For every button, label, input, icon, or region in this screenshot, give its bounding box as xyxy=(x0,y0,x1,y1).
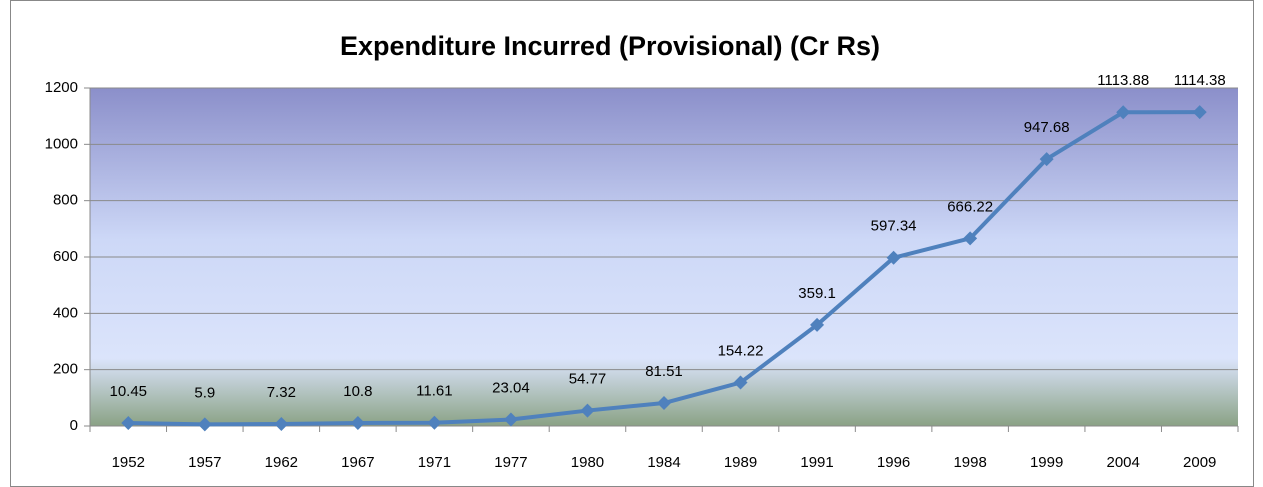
data-label: 597.34 xyxy=(871,218,917,235)
data-label: 54.77 xyxy=(569,371,607,388)
marker xyxy=(1192,105,1207,120)
data-label: 666.22 xyxy=(947,198,993,215)
x-tick-label: 1991 xyxy=(800,454,833,471)
x-tick-label: 2009 xyxy=(1183,454,1216,471)
data-label: 947.68 xyxy=(1024,119,1070,136)
data-label: 359.1 xyxy=(798,285,836,302)
x-tick-label: 2004 xyxy=(1107,454,1140,471)
y-tick-label: 800 xyxy=(53,192,78,209)
marker xyxy=(580,403,595,418)
chart-title: Expenditure Incurred (Provisional) (Cr R… xyxy=(340,31,880,61)
marker xyxy=(886,250,901,265)
marker xyxy=(197,417,212,432)
data-label: 1113.88 xyxy=(1097,72,1149,89)
x-tick-label: 1989 xyxy=(724,454,757,471)
marker xyxy=(274,416,289,431)
data-label: 81.51 xyxy=(645,363,683,380)
y-tick-label: 200 xyxy=(53,361,78,378)
marker xyxy=(121,416,136,431)
marker xyxy=(810,317,825,332)
data-label: 1114.38 xyxy=(1174,72,1226,89)
x-tick-label: 1967 xyxy=(341,454,374,471)
marker xyxy=(427,415,442,430)
x-tick-label: 1984 xyxy=(647,454,680,471)
y-tick-label: 600 xyxy=(53,248,78,265)
y-tick-label: 1200 xyxy=(45,79,78,96)
x-tick-label: 1962 xyxy=(265,454,298,471)
y-tick-label: 400 xyxy=(53,304,78,321)
data-label: 5.9 xyxy=(194,384,215,401)
x-tick-label: 1957 xyxy=(188,454,221,471)
x-tick-label: 1952 xyxy=(112,454,145,471)
data-label: 154.22 xyxy=(718,343,764,360)
y-tick-label: 0 xyxy=(70,417,78,434)
x-tick-label: 1971 xyxy=(418,454,451,471)
x-tick-label: 1977 xyxy=(494,454,527,471)
x-tick-label: 1999 xyxy=(1030,454,1063,471)
marker xyxy=(503,412,518,427)
data-label: 10.45 xyxy=(109,383,147,400)
data-label: 11.61 xyxy=(416,383,452,400)
marker xyxy=(1039,152,1054,167)
data-label: 7.32 xyxy=(267,384,296,401)
data-label: 10.8 xyxy=(343,383,372,400)
marker xyxy=(657,396,671,411)
x-tick-label: 1980 xyxy=(571,454,604,471)
data-label: 23.04 xyxy=(492,379,530,396)
x-tick-label: 1998 xyxy=(953,454,986,471)
y-tick-label: 1000 xyxy=(45,135,78,152)
marker xyxy=(1116,105,1131,120)
marker xyxy=(733,375,748,390)
x-tick-label: 1996 xyxy=(877,454,910,471)
marker xyxy=(350,415,365,430)
marker xyxy=(963,231,978,246)
